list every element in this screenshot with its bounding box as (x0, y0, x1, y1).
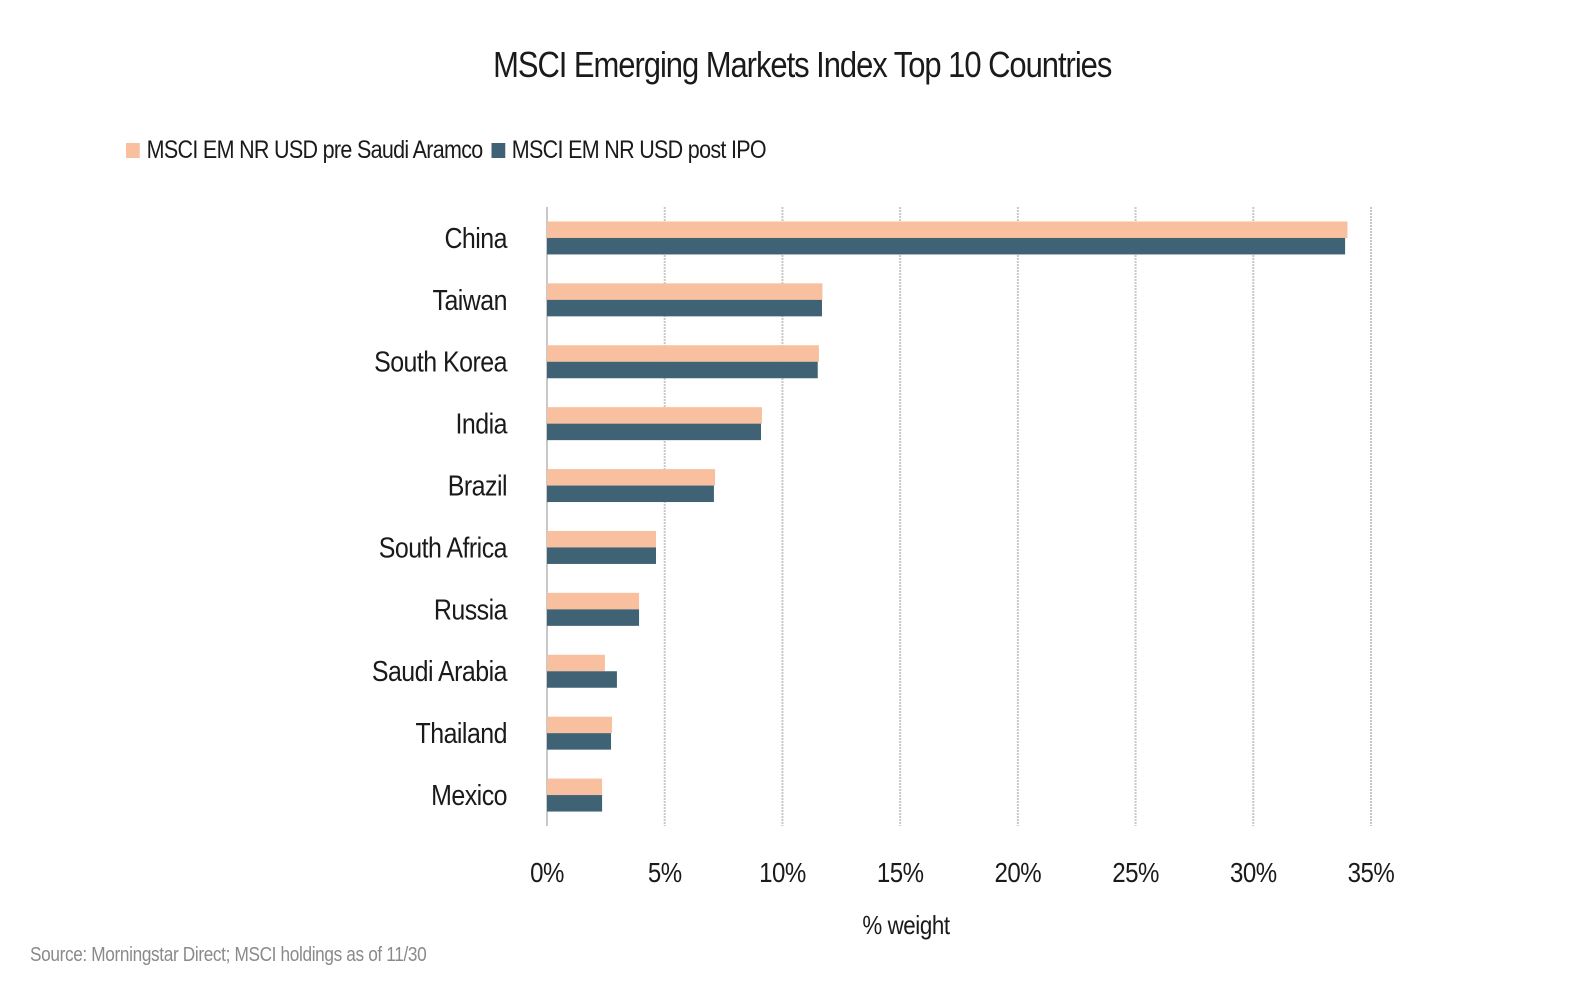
category-label-mexico: Mexico (431, 779, 507, 811)
x-tick-label-20: 20% (995, 856, 1042, 888)
x-tick-label-0: 0% (530, 856, 564, 888)
bar-saudi-arabia-pre[interactable] (547, 654, 605, 672)
x-tick-label-10: 10% (759, 856, 806, 888)
bar-brazil-pre[interactable] (547, 469, 716, 486)
bar-russia-post[interactable] (547, 609, 640, 626)
category-label-thailand: Thailand (416, 717, 507, 749)
category-label-saudi-arabia: Saudi Arabia (372, 656, 509, 688)
bar-south-korea-pre[interactable] (547, 345, 819, 362)
bar-india-pre[interactable] (547, 407, 762, 424)
bar-china-post[interactable] (547, 237, 1346, 255)
category-label-taiwan: Taiwan (432, 284, 507, 316)
legend-swatch-post (491, 142, 505, 158)
legend-item-post[interactable]: MSCI EM NR USD post IPO (491, 135, 767, 165)
bar-china-pre[interactable] (547, 221, 1348, 238)
bar-india-post[interactable] (547, 423, 762, 441)
bar-thailand-pre[interactable] (547, 716, 612, 734)
bar-mexico-post[interactable] (547, 795, 603, 812)
x-tick-label-35: 35% (1348, 856, 1395, 888)
bar-saudi-arabia-post[interactable] (547, 671, 617, 688)
source-note: Source: Morningstar Direct; MSCI holding… (30, 944, 427, 966)
bar-russia-pre[interactable] (547, 592, 640, 610)
x-tick-label-25: 25% (1112, 856, 1159, 888)
category-labels: China Taiwan South Korea India Brazil South A… (372, 222, 509, 811)
x-tick-label-5: 5% (648, 856, 682, 888)
x-tick-labels: 0% 5% 10% 15% 20% 25% 30% 35% (530, 856, 1395, 888)
legend: MSCI EM NR USD pre Saudi Aramco MSCI EM … (126, 134, 775, 166)
legend-label-post: MSCI EM NR USD post IPO (511, 135, 767, 164)
category-label-brazil: Brazil (448, 470, 507, 502)
bar-thailand-post[interactable] (547, 733, 612, 750)
bar-south-africa-pre[interactable] (547, 530, 657, 548)
category-label-south-africa: South Africa (379, 532, 509, 564)
bar-mexico-pre[interactable] (547, 778, 603, 796)
category-label-russia: Russia (434, 594, 509, 626)
legend-swatch-pre (126, 142, 140, 158)
x-tick-label-15: 15% (877, 856, 924, 888)
category-label-india: India (456, 408, 509, 440)
x-tick-label-30: 30% (1230, 856, 1277, 888)
bar-south-korea-post[interactable] (547, 361, 818, 379)
legend-label-pre: MSCI EM NR USD pre Saudi Aramco (146, 135, 484, 164)
legend-item-pre[interactable]: MSCI EM NR USD pre Saudi Aramco (126, 136, 483, 165)
category-label-china: China (444, 222, 508, 254)
x-axis-title: % weight (862, 911, 950, 940)
bar-taiwan-pre[interactable] (547, 283, 823, 300)
bar-brazil-post[interactable] (547, 485, 714, 503)
chart-title: MSCI Emerging Markets Index Top 10 Count… (493, 44, 1112, 85)
category-label-south-korea: South Korea (374, 346, 508, 378)
bars (547, 221, 1348, 812)
bar-south-africa-post[interactable] (547, 547, 657, 564)
bar-taiwan-post[interactable] (547, 299, 822, 317)
